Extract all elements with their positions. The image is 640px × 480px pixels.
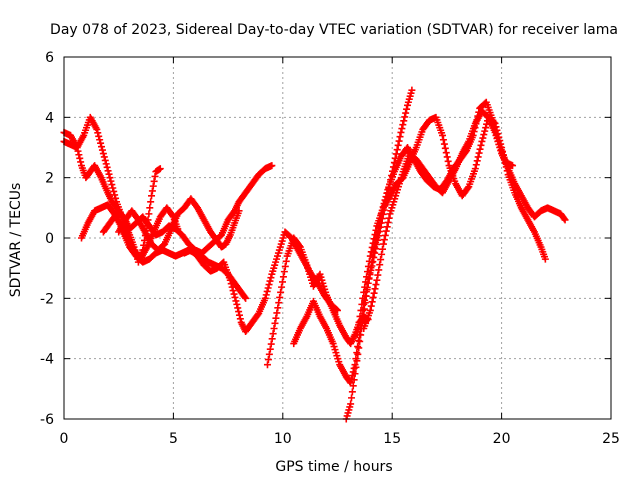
x-axis-label: GPS time / hours [275, 459, 392, 475]
y-tick-label: 2 [45, 171, 54, 187]
x-tick-label: 0 [60, 431, 69, 447]
series-5 [115, 195, 243, 254]
x-tick-label: 10 [274, 431, 292, 447]
y-axis-label: SDTVAR / TECUs [8, 183, 24, 298]
x-tick-label: 15 [383, 431, 401, 447]
data-points [60, 86, 569, 423]
series-10 [353, 113, 549, 339]
x-tick-label: 5 [169, 431, 178, 447]
series-markers [360, 107, 569, 332]
y-tick-label: -4 [40, 352, 54, 368]
x-tick-label: 25 [602, 431, 620, 447]
series-markers [353, 113, 549, 339]
y-tick-label: -2 [40, 291, 54, 307]
axes: 0 5 10 15 20 25 -6 -4 -2 0 2 4 6 [40, 50, 620, 447]
chart-title: Day 078 of 2023, Sidereal Day-to-day VTE… [50, 22, 618, 38]
series-11 [360, 107, 569, 332]
y-tick-label: 6 [45, 50, 54, 66]
series-markers [115, 195, 243, 254]
x-tick-label: 20 [493, 431, 511, 447]
y-tick-label: 0 [45, 231, 54, 247]
y-tick-label: 4 [45, 110, 54, 126]
y-tick-label: -6 [40, 412, 54, 428]
